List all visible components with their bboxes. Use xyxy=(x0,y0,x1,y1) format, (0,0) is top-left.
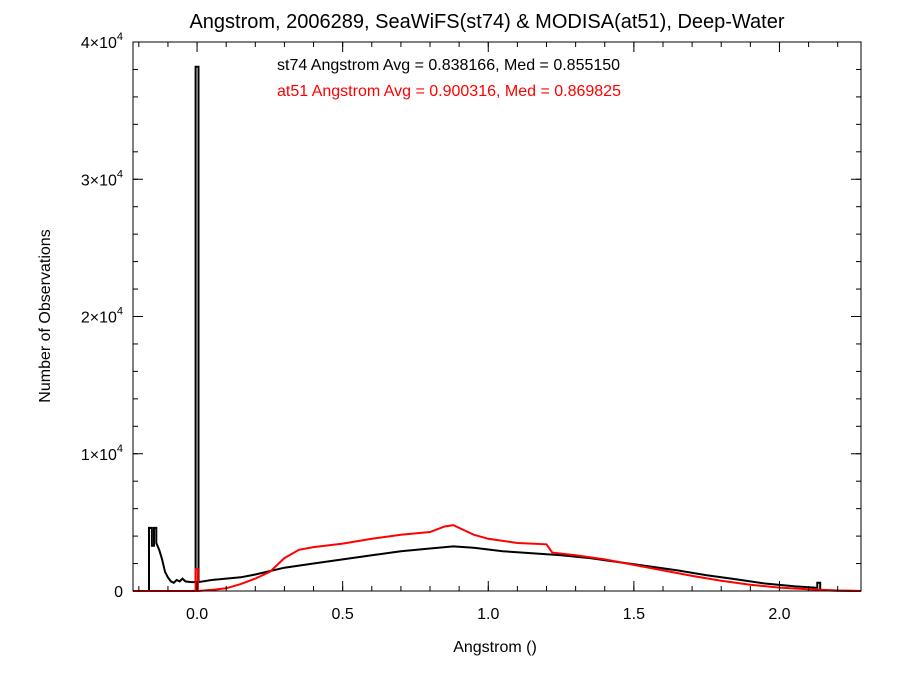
x-tick-label-4: 2.0 xyxy=(768,606,790,623)
series-layer xyxy=(133,65,862,593)
y-tick-label-4: 4×104 xyxy=(81,31,123,52)
y-tick-label-2: 2×104 xyxy=(81,306,123,327)
y-tick-label-3: 3×104 xyxy=(81,168,123,189)
annotation-at51: at51 Angstrom Avg = 0.900316, Med = 0.86… xyxy=(277,83,621,100)
series-line-0 xyxy=(133,65,862,592)
x-axis-label: Angstrom () xyxy=(453,639,537,656)
x-tick-label-0: 0.0 xyxy=(186,606,208,623)
x-axis: 0.0 0.5 1.0 1.5 2.0 xyxy=(138,42,839,623)
x-tick-label-2: 1.0 xyxy=(477,606,499,623)
annotation-st74: st74 Angstrom Avg = 0.838166, Med = 0.85… xyxy=(277,57,620,74)
chart-title: Angstrom, 2006289, SeaWiFS(st74) & MODIS… xyxy=(189,11,784,33)
x-tick-label-1: 0.5 xyxy=(332,606,354,623)
x-tick-label-3: 1.5 xyxy=(623,606,645,623)
plot-frame xyxy=(132,41,862,592)
y-tick-label-1: 1×104 xyxy=(81,443,123,464)
y-tick-label-0: 0 xyxy=(114,584,123,601)
y-axis: 0 1×104 2×104 3×104 4×104 xyxy=(81,31,861,601)
y-axis-label: Number of Observations xyxy=(37,229,54,402)
series-line-1 xyxy=(133,524,862,593)
